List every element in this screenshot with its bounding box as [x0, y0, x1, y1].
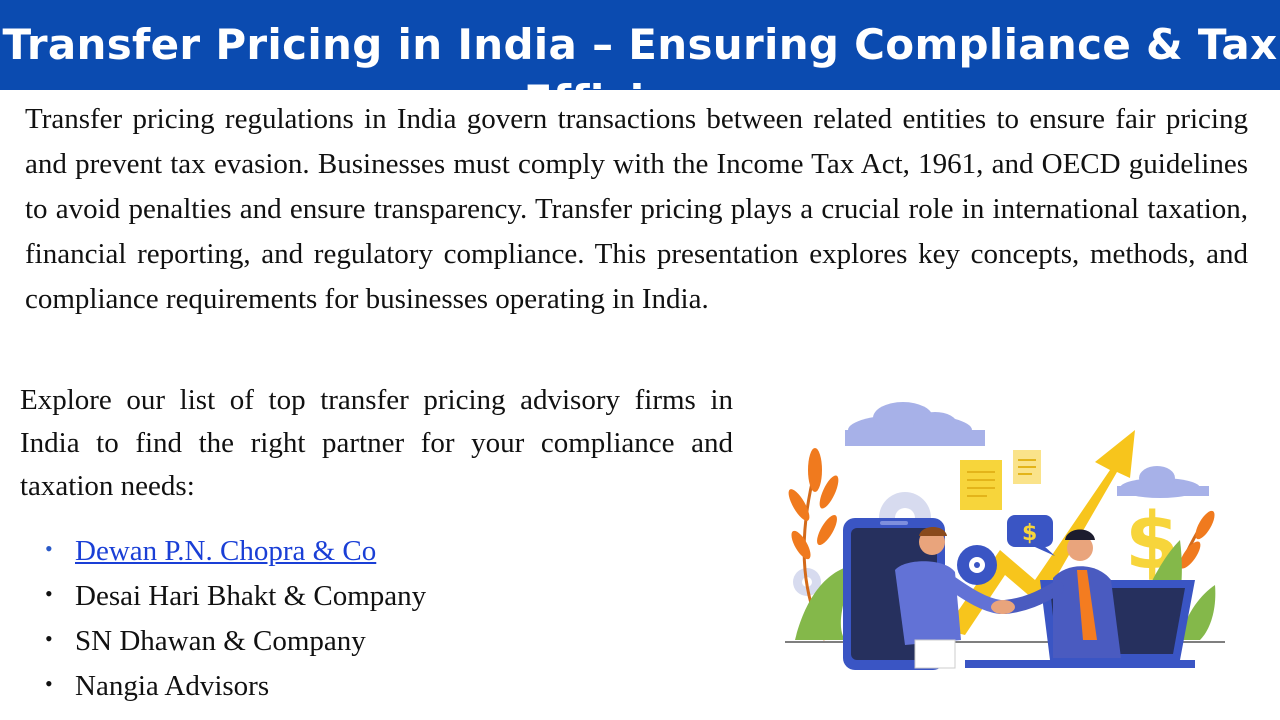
firm-name: SN Dhawan & Company	[75, 625, 366, 657]
bullet: •	[45, 626, 53, 651]
list-item: • SN Dhawan & Company	[45, 619, 426, 664]
chat-dollar-icon: $	[1007, 515, 1055, 556]
intro-paragraph: Transfer pricing regulations in India go…	[25, 103, 1248, 315]
bullet: •	[45, 581, 53, 606]
document-icon	[960, 450, 1041, 510]
explore-paragraph: Explore our list of top transfer pricing…	[20, 384, 733, 502]
firm-name: Desai Hari Bhakt & Company	[75, 580, 427, 612]
growth-arrow-icon	[945, 430, 1135, 635]
cloud-icon	[845, 402, 985, 446]
chat-gear-icon	[957, 545, 997, 585]
cloud-icon	[1117, 466, 1209, 498]
list-item: • Desai Hari Bhakt & Company	[45, 574, 426, 619]
firm-list: • Dewan P.N. Chopra & Co • Desai Hari Bh…	[45, 529, 426, 709]
handshake-icon	[991, 600, 1015, 614]
title-bar: Transfer Pricing in India – Ensuring Com…	[0, 0, 1280, 90]
leaf-icon	[788, 448, 855, 641]
list-item: • Nangia Advisors	[45, 664, 426, 709]
list-item: • Dewan P.N. Chopra & Co	[45, 529, 426, 574]
page-title: Transfer Pricing in India – Ensuring Com…	[2, 20, 1278, 90]
firm-link-dewan-pn-chopra[interactable]: Dewan P.N. Chopra & Co	[75, 535, 377, 567]
business-handshake-growth-illustration: $	[785, 402, 1225, 670]
firm-name: Nangia Advisors	[75, 670, 270, 702]
bullet: •	[45, 536, 53, 561]
svg-text:$: $	[1022, 521, 1037, 546]
bullet: •	[45, 671, 53, 696]
